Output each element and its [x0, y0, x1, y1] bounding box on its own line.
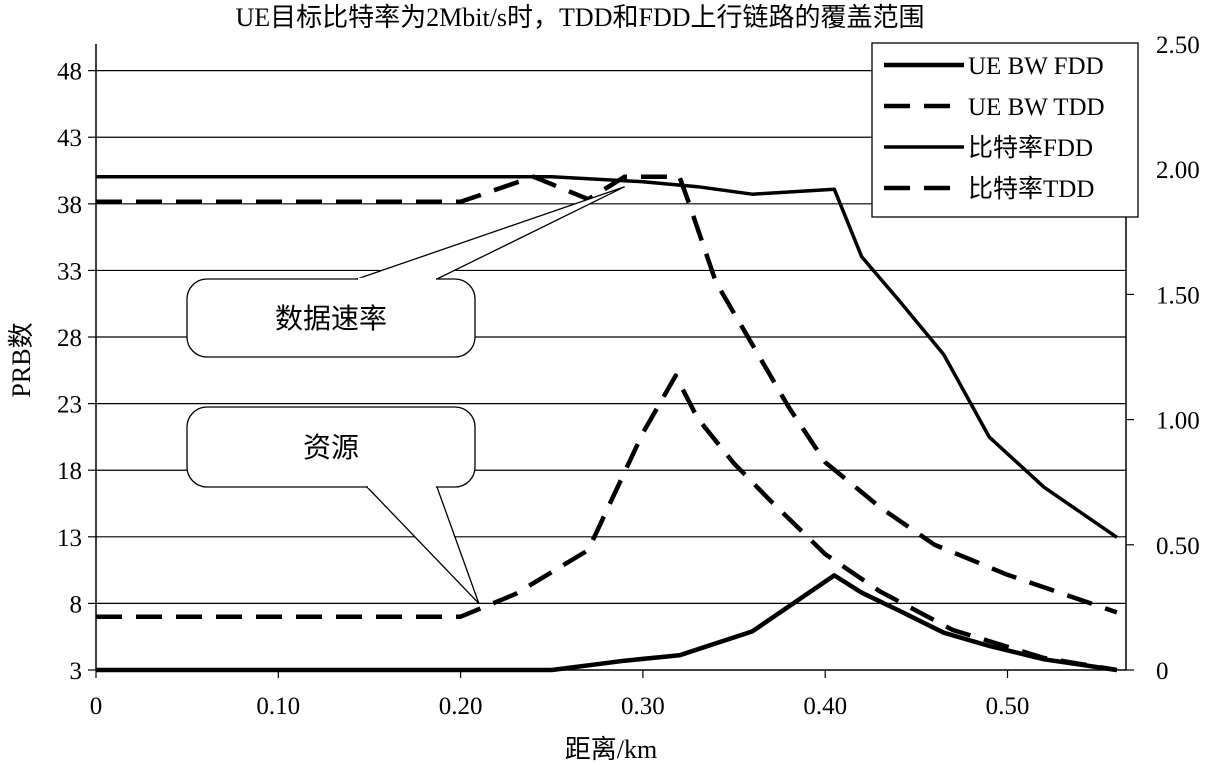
x-tick-label: 0.30: [621, 693, 665, 720]
callout-label: 资源: [303, 432, 359, 464]
legend-label: UE BW TDD: [968, 94, 1105, 121]
y-left-tick-label: 8: [70, 591, 83, 618]
legend-label: UE BW FDD: [968, 53, 1104, 80]
callout-pointer: [365, 486, 480, 604]
y-right-tick-label: 2.50: [1156, 32, 1200, 59]
y-left-tick-label: 43: [57, 125, 82, 152]
y-right-tick-label: 1.00: [1156, 408, 1200, 435]
callout-1: 数据速率: [186, 186, 625, 358]
series-lines: [96, 174, 1118, 673]
y-right-tick-label: 0: [1156, 658, 1169, 685]
y-left-tick-label: 13: [57, 525, 82, 552]
series-line-3: [96, 174, 1118, 539]
series-line-2: [96, 373, 1118, 673]
legend-box: [871, 42, 1139, 218]
legend: UE BW FDD UE BW TDD 比特率FDD 比特率TDD: [871, 42, 1139, 218]
y-left-tick-label: 33: [57, 258, 82, 285]
y-left-tick-label: 18: [57, 458, 82, 485]
y-left-tick-label: 38: [57, 192, 82, 219]
y-right-tick-label: 2.00: [1156, 157, 1200, 184]
y-right-tick-label: 1.50: [1156, 282, 1200, 309]
y-left-tick-label: 48: [57, 59, 82, 86]
legend-label: 比特率FDD: [968, 134, 1093, 162]
callout-label: 数据速率: [275, 303, 387, 335]
x-tick-label: 0.50: [986, 693, 1030, 720]
callout-bubble: [186, 278, 476, 358]
tick-labels: 38131823283338434800.501.001.502.002.500…: [57, 32, 1200, 720]
legend-label: 比特率TDD: [968, 175, 1094, 203]
chart-title: UE目标比特率为2Mbit/s时，TDD和FDD上行链路的覆盖范围: [235, 3, 924, 32]
x-tick-label: 0.20: [439, 693, 483, 720]
callout-bubble: [186, 406, 476, 488]
x-tick-label: 0.10: [256, 693, 300, 720]
y-axis-left-label: PRB数: [7, 322, 36, 397]
y-right-tick-label: 0.50: [1156, 533, 1200, 560]
x-tick-label: 0: [90, 693, 103, 720]
y-left-tick-label: 23: [57, 392, 82, 419]
y-left-tick-label: 28: [57, 325, 82, 352]
series-line-1: [96, 573, 1118, 673]
y-left-tick-label: 3: [70, 658, 83, 685]
callout-2: 资源: [186, 406, 480, 604]
x-tick-label: 0.40: [803, 693, 847, 720]
series-line-4: [96, 174, 1118, 615]
x-axis-label: 距离/km: [565, 735, 657, 764]
